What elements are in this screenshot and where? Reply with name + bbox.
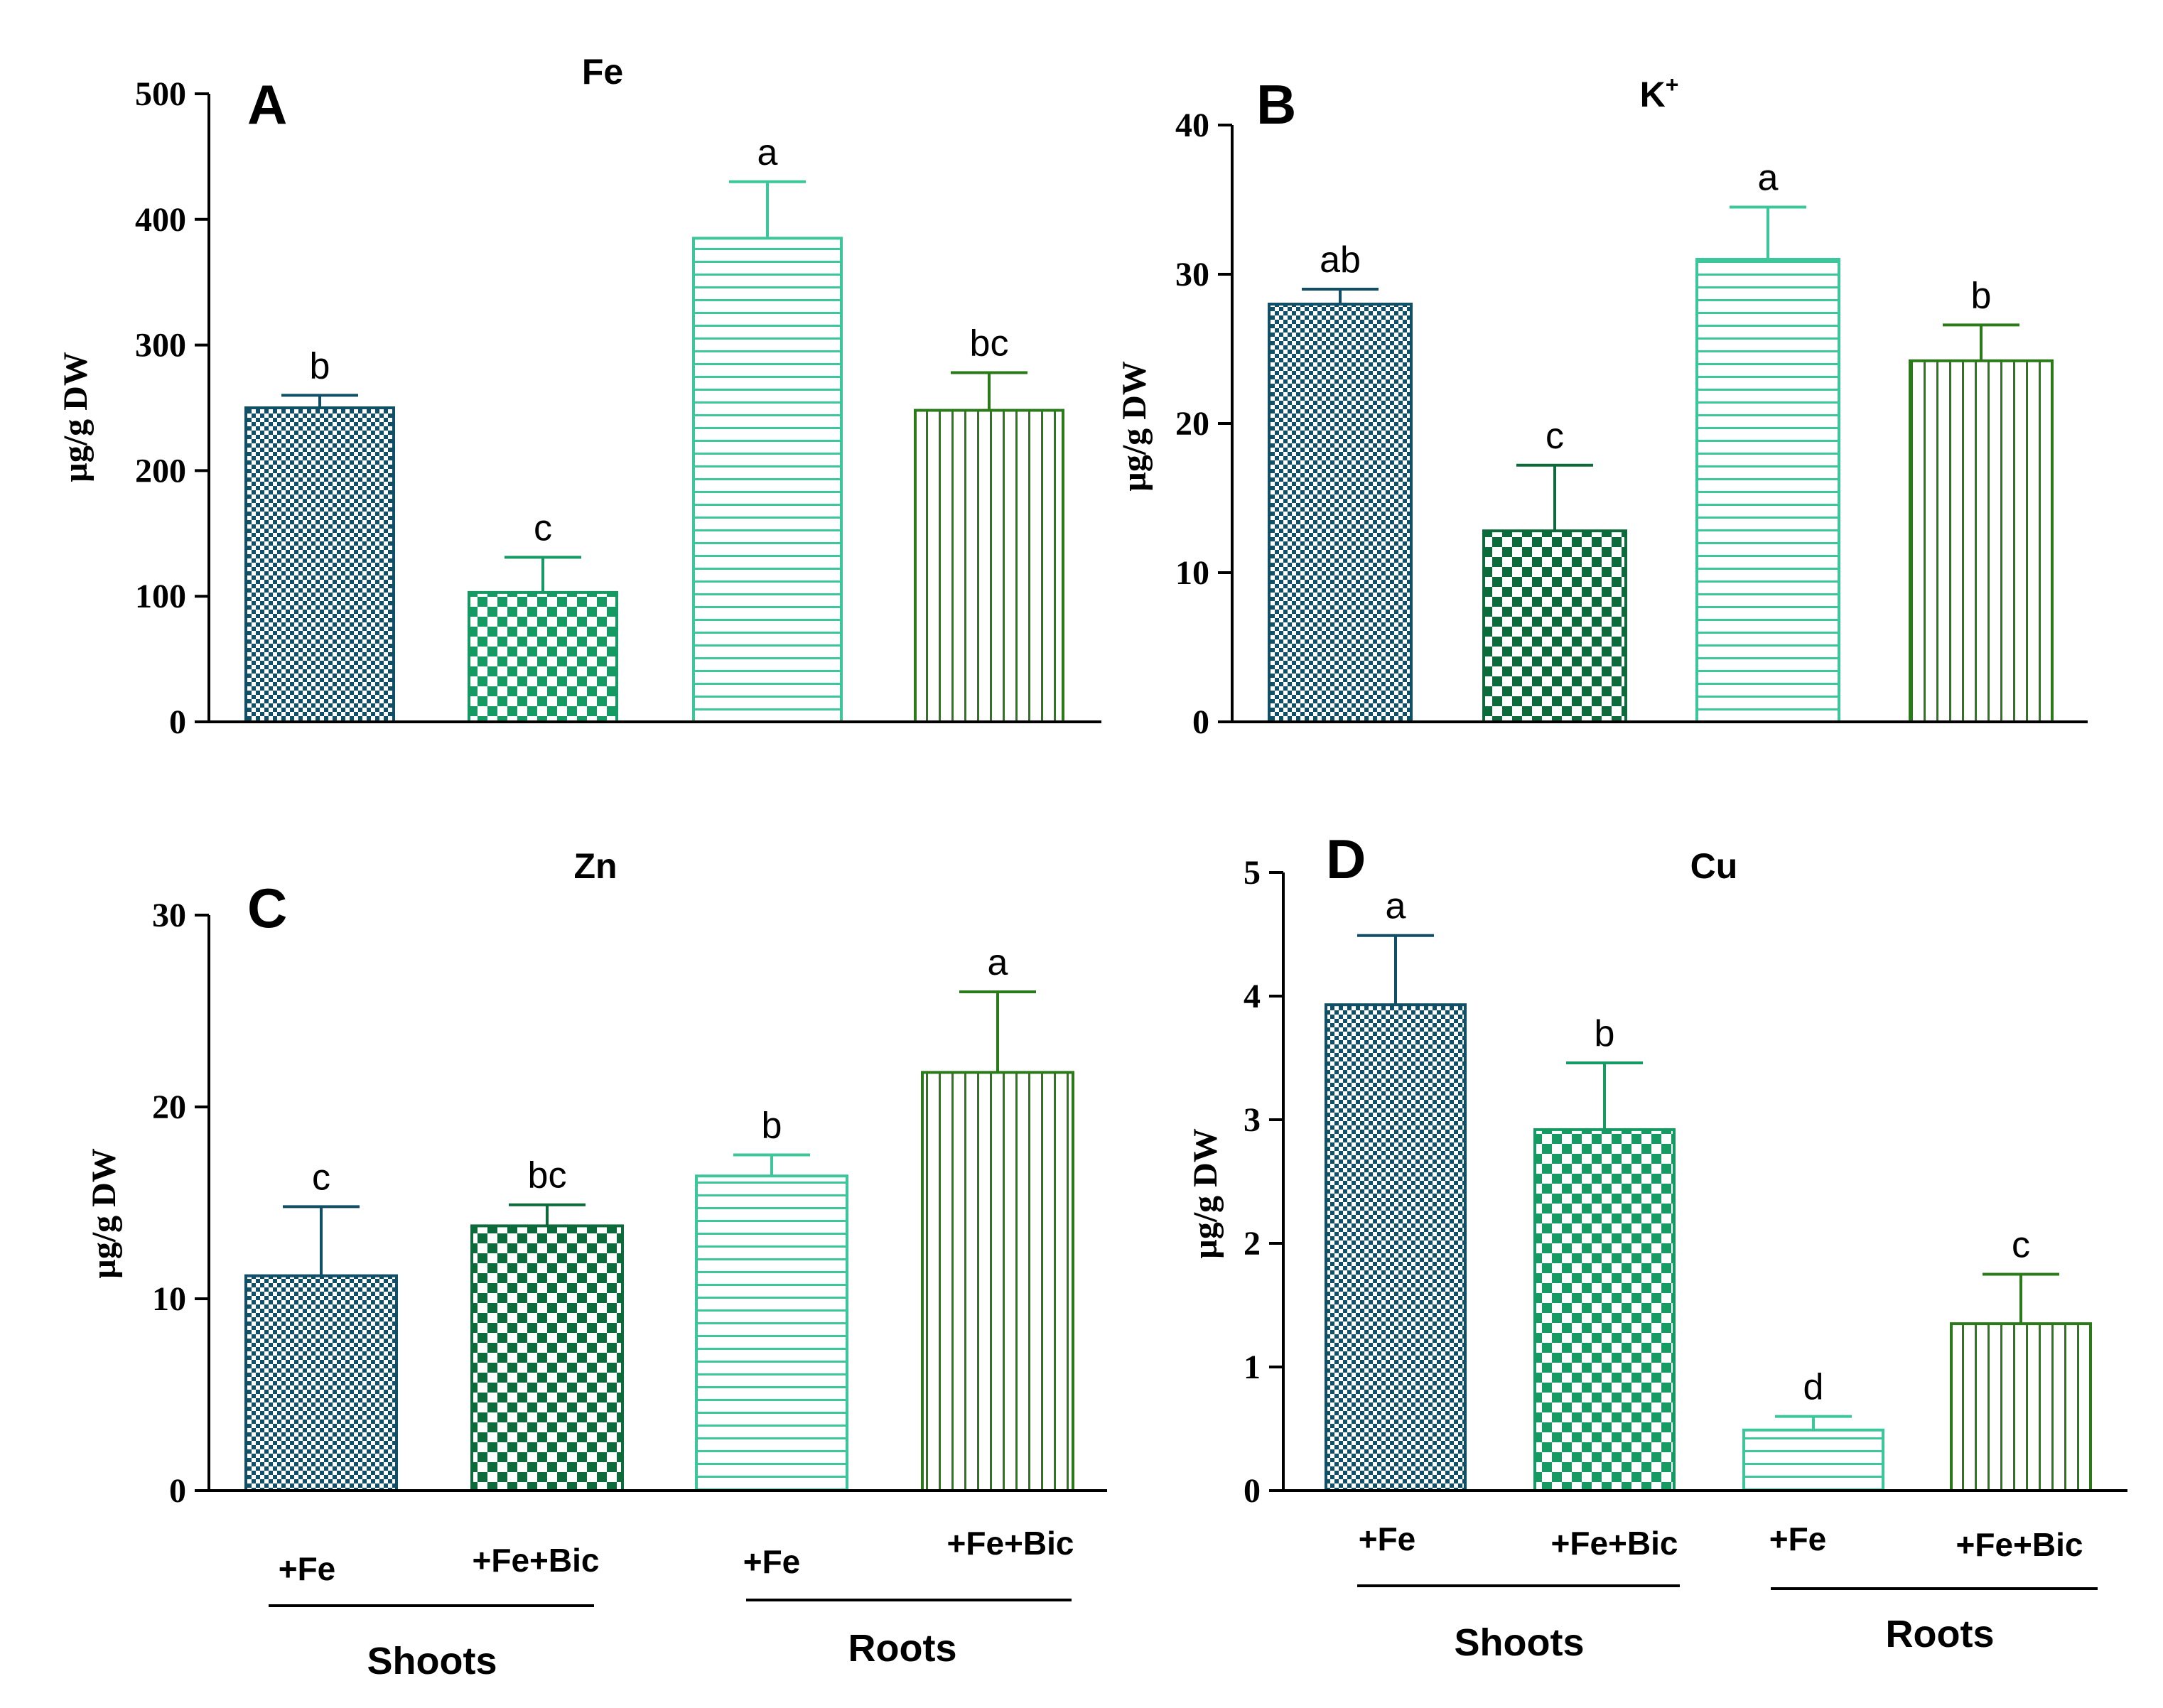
panel-a-bar-1 xyxy=(244,406,395,723)
panel-c-category-label-3: +Fe xyxy=(743,1543,801,1580)
panel-c-bar-2 xyxy=(470,1224,624,1493)
panel-c-bar-3 xyxy=(695,1174,848,1492)
panel-d-category-label-4: +Fe+Bic xyxy=(1956,1526,2083,1563)
panel-c-significance-letter-1: c xyxy=(312,1157,330,1198)
panel-b-y-tick-label-2: 20 xyxy=(1175,405,1209,443)
panel-d-title: Cu xyxy=(1690,846,1738,886)
panel-b-bar-1 xyxy=(1268,303,1413,723)
panel-d-y-tick-label-0: 0 xyxy=(1244,1472,1261,1510)
panel-c-category-label-2: +Fe+Bic xyxy=(473,1542,600,1579)
panel-a-significance-letter-4: bc xyxy=(970,323,1009,364)
panel-b-bar-4 xyxy=(1909,359,2054,723)
panel-d-y-tick-label-5: 5 xyxy=(1244,854,1261,892)
panel-d-y-axis-label: µg/g DW xyxy=(1187,1128,1224,1259)
panel-a-y-axis-label: µg/g DW xyxy=(57,352,95,482)
panel-c-title: Zn xyxy=(573,846,617,886)
panel-a-significance-letter-3: a xyxy=(757,132,778,173)
panel-b-letter: B xyxy=(1256,73,1296,136)
panel-a-y-tick-label-2: 200 xyxy=(135,452,186,490)
panel-d-category-label-1: +Fe xyxy=(1359,1520,1416,1557)
panel-a-significance-letter-2: c xyxy=(534,507,552,548)
panel-a-bar-4 xyxy=(914,409,1064,723)
panel-d-significance-letter-3: d xyxy=(1803,1367,1824,1408)
panel-c-y-tick-label-3: 30 xyxy=(152,897,186,934)
panel-b-significance-letter-3: a xyxy=(1758,158,1779,199)
panel-c-plot: c bc b a 0 10 20 30 xyxy=(152,897,1107,1510)
panel-c-group-label-roots: Roots xyxy=(848,1627,957,1670)
panel-d-group-label-shoots: Shoots xyxy=(1455,1621,1585,1664)
panel-b-y-tick-label-0: 0 xyxy=(1192,703,1209,741)
panel-c-bar-1 xyxy=(244,1274,398,1492)
panel-a-y-tick-label-0: 0 xyxy=(169,703,186,741)
panel-d-bar-1 xyxy=(1325,1003,1467,1493)
panel-c-category-label-4: +Fe+Bic xyxy=(947,1525,1074,1562)
panel-c-significance-letter-4: a xyxy=(988,942,1008,983)
panel-b-y-axis-label: µg/g DW xyxy=(1116,361,1153,492)
panel-c-significance-letter-3: b xyxy=(762,1106,782,1147)
panel-a-bar-3 xyxy=(692,237,843,723)
panel-b-significance-letter-4: b xyxy=(1971,275,1992,316)
panel-d-bar-2 xyxy=(1533,1128,1676,1493)
panel-d-y-tick-label-4: 4 xyxy=(1244,978,1261,1015)
panel-c-y-tick-label-1: 10 xyxy=(152,1280,186,1318)
panel-c-y-tick-label-0: 0 xyxy=(169,1472,186,1510)
panel-d-y-tick-label-1: 1 xyxy=(1244,1348,1261,1386)
panel-c-letter: C xyxy=(247,877,287,939)
panel-a-y-tick-label-5: 500 xyxy=(135,75,186,113)
panel-b-title-superscript: + xyxy=(1666,72,1679,97)
panel-a-y-tick-label-1: 100 xyxy=(135,578,186,615)
panel-a-y-tick-label-3: 300 xyxy=(135,327,186,364)
panel-d-significance-letter-1: a xyxy=(1386,886,1406,927)
panel-d-y-tick-label-2: 2 xyxy=(1244,1225,1261,1263)
panel-c-significance-letter-2: bc xyxy=(528,1155,567,1196)
panel-d-letter: D xyxy=(1326,828,1366,890)
panel-b-title-text: K xyxy=(1640,75,1666,114)
panel-c-y-tick-label-2: 20 xyxy=(152,1088,186,1126)
panel-a-significance-letter-1: b xyxy=(310,345,330,387)
panel-b-title: K+ xyxy=(1640,72,1679,114)
panel-d-group-label-roots: Roots xyxy=(1886,1613,1995,1655)
panel-d-category-label-3: +Fe xyxy=(1769,1520,1827,1557)
panel-b-significance-letter-2: c xyxy=(1546,416,1564,457)
panel-d-significance-letter-4: c xyxy=(2012,1225,2030,1266)
panel-d-category-label-2: +Fe+Bic xyxy=(1551,1525,1678,1562)
panel-b-y-tick-label-3: 30 xyxy=(1175,256,1209,293)
panel-d-significance-letter-2: b xyxy=(1595,1013,1615,1054)
panel-b-bar-3 xyxy=(1695,258,1840,723)
panel-c-chart: C Zn µg/g DW c bc b a 0 10 20 30 +Fe +Fe+Bic +F… xyxy=(85,846,1107,1682)
panel-b-y-tick-label-1: 10 xyxy=(1175,554,1209,592)
panel-d-y-tick-label-3: 3 xyxy=(1244,1101,1261,1139)
panel-c-group-label-shoots: Shoots xyxy=(367,1640,497,1682)
panel-c-category-label-1: +Fe xyxy=(279,1550,336,1587)
panel-d-bar-3 xyxy=(1742,1428,1884,1492)
panel-a-y-tick-label-4: 400 xyxy=(135,201,186,239)
panel-a-bar-2 xyxy=(468,590,618,723)
panel-a-letter: A xyxy=(247,73,287,136)
panel-a-title: Fe xyxy=(582,52,623,92)
panel-b-significance-letter-1: ab xyxy=(1320,239,1361,281)
panel-c-y-axis-label: µg/g DW xyxy=(85,1148,123,1279)
panel-b-y-tick-label-4: 40 xyxy=(1175,107,1209,144)
panel-b-bar-2 xyxy=(1482,529,1627,723)
panel-c-bar-4 xyxy=(921,1071,1074,1492)
panel-d-plot: a b d c 0 1 2 3 4 5 xyxy=(1244,854,2127,1510)
panel-d-bar-4 xyxy=(1950,1322,2092,1492)
